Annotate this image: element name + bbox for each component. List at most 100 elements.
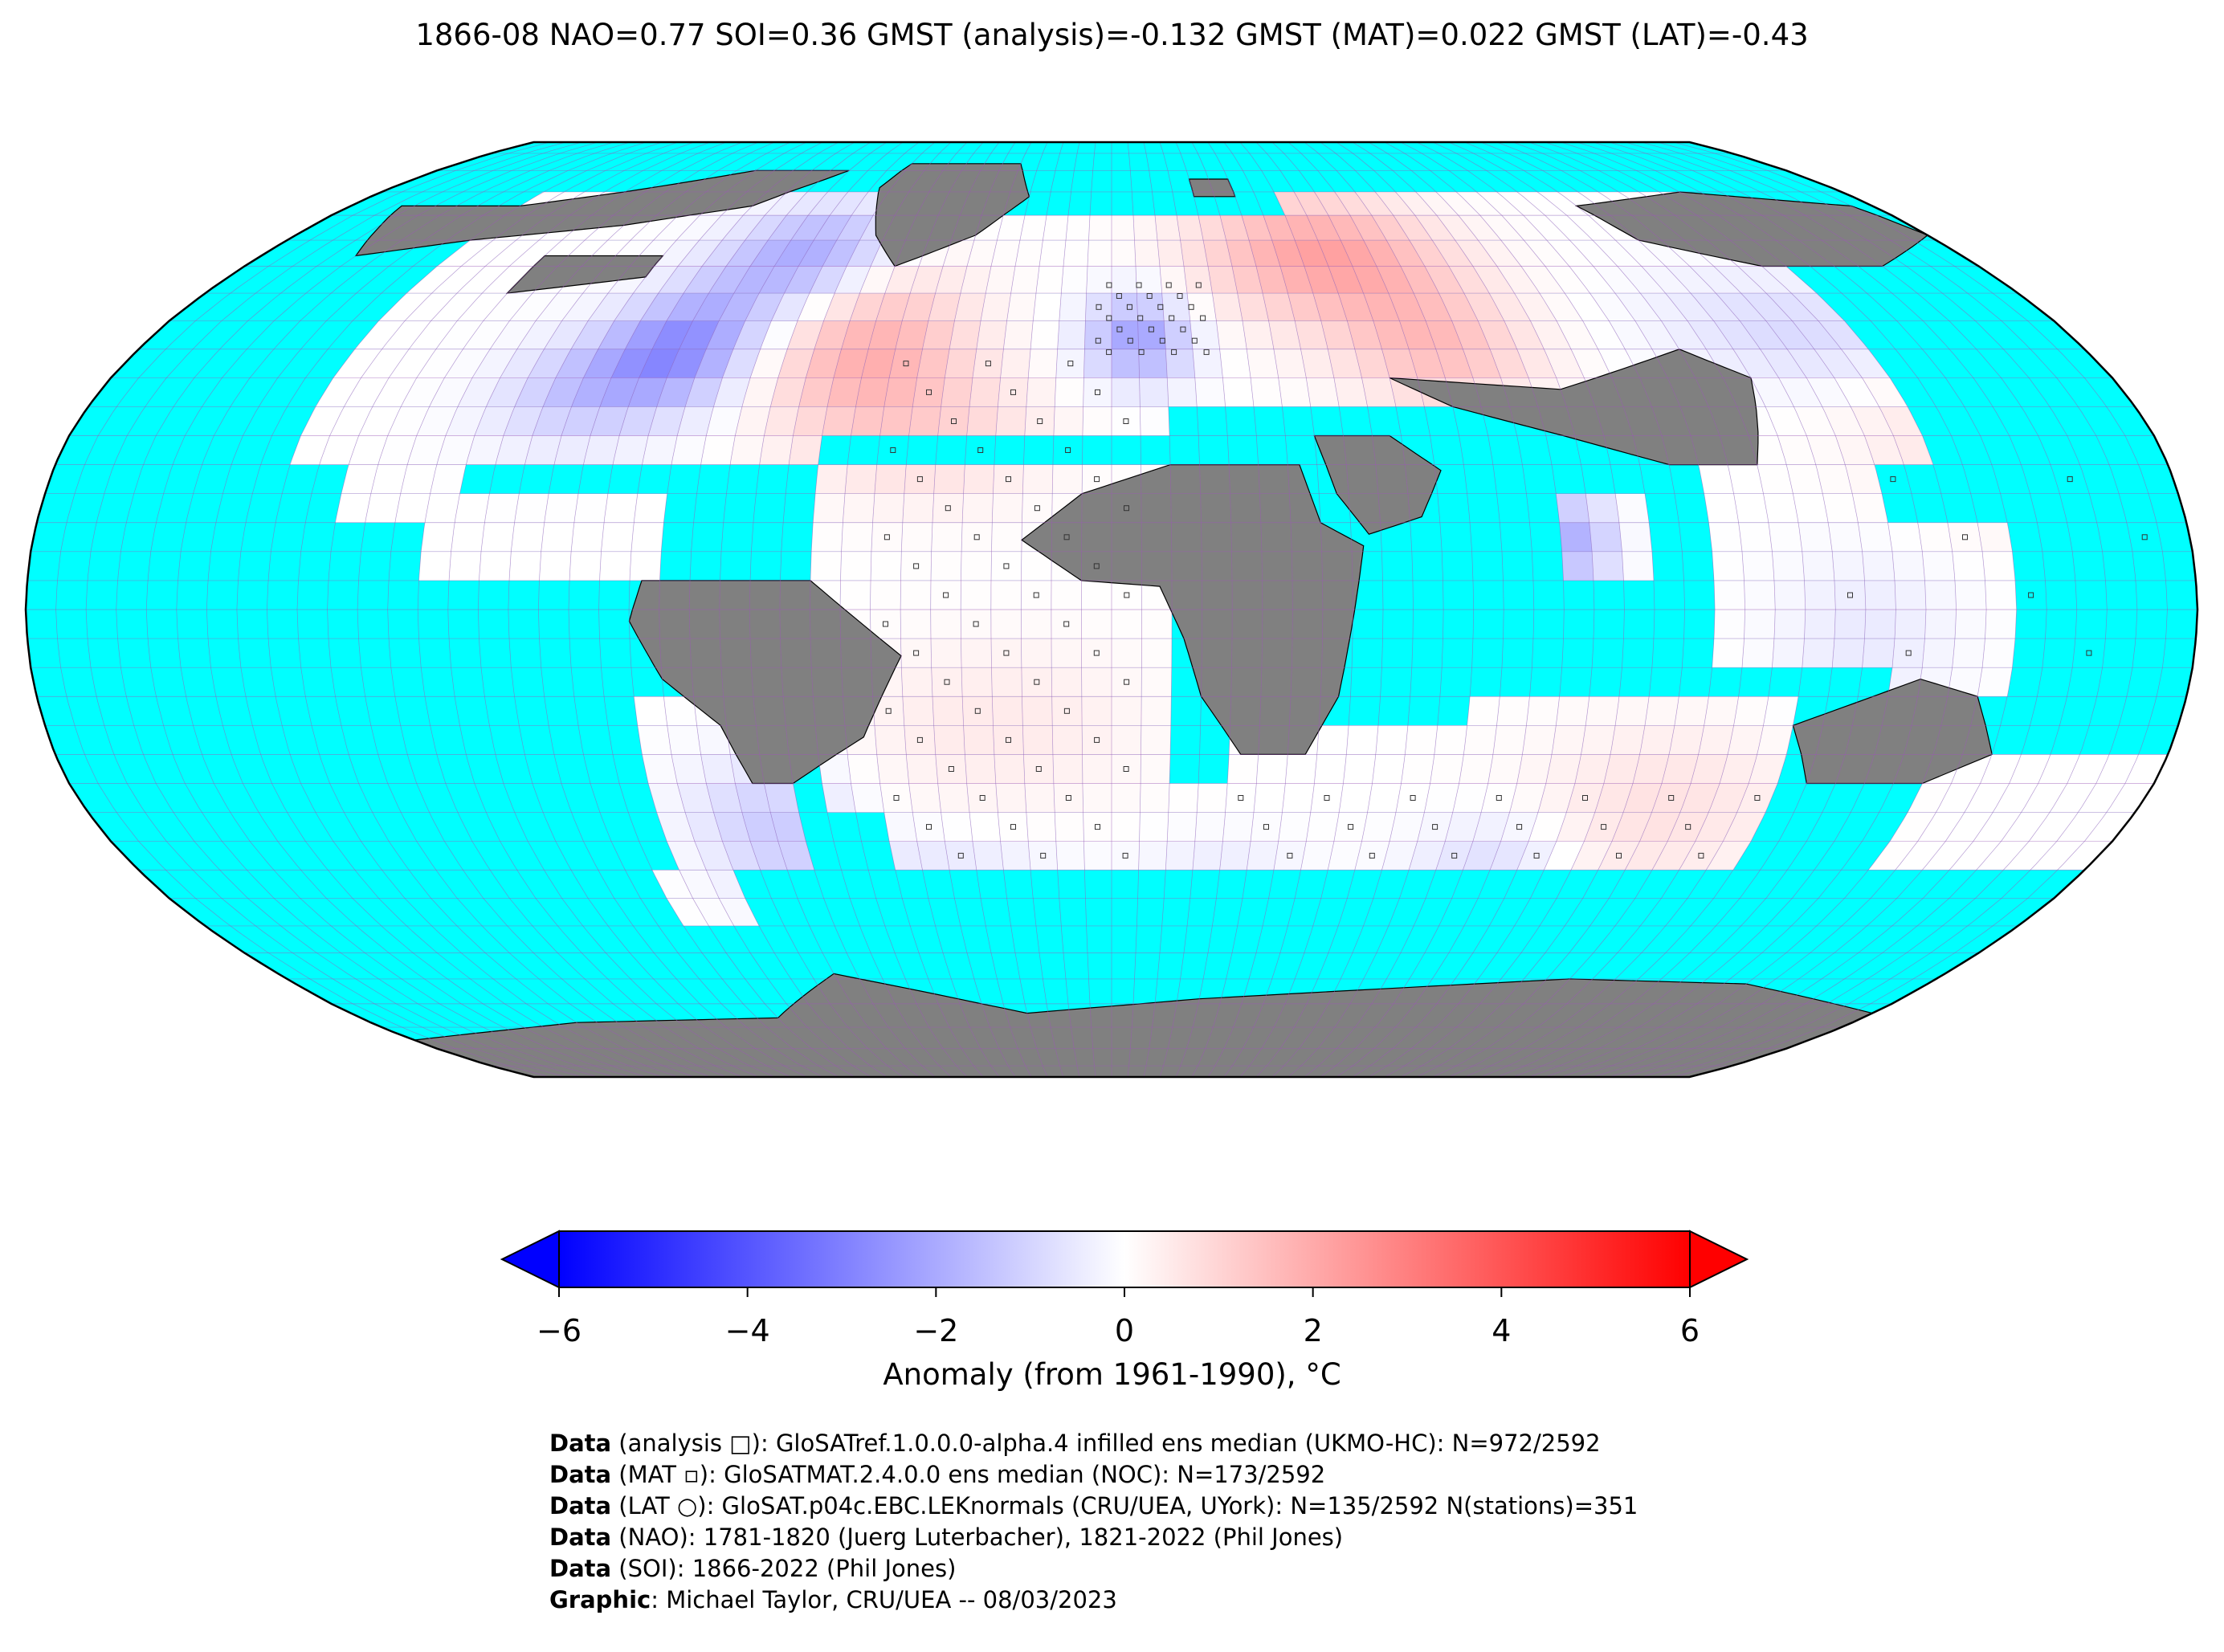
- anomaly-cell: [1793, 493, 1829, 523]
- anomaly-cell: [835, 266, 871, 294]
- anomaly-cell: [1278, 377, 1311, 407]
- anomaly-cell: [908, 783, 941, 813]
- anomaly-cell: [1141, 638, 1172, 668]
- anomaly-cell: [1749, 754, 1787, 784]
- anomaly-cell: [1818, 320, 1869, 349]
- anomaly-cell: [1083, 349, 1112, 378]
- station-marker: [1124, 505, 1129, 512]
- anomaly-cell: [900, 551, 932, 581]
- anomaly-cell: [1061, 266, 1088, 294]
- anomaly-cell: [1306, 377, 1340, 407]
- anomaly-cell: [808, 192, 848, 216]
- anomaly-cell: [1112, 293, 1138, 321]
- anomaly-cell: [735, 406, 771, 436]
- anomaly-cell: [333, 349, 382, 378]
- anomaly-cell: [822, 240, 860, 267]
- map-panel: [24, 141, 2199, 1079]
- anomaly-cell: [937, 406, 969, 436]
- anomaly-cell: [1477, 192, 1524, 216]
- anomaly-cell: [431, 266, 486, 294]
- anomaly-cell: [524, 435, 561, 465]
- anomaly-cell: [1545, 215, 1594, 241]
- anomaly-cell: [1708, 522, 1742, 552]
- anomaly-cell: [1526, 696, 1560, 726]
- station-marker: [1188, 304, 1194, 310]
- anomaly-cell: [619, 406, 657, 436]
- anomaly-cell: [765, 192, 807, 216]
- colorbar-tick-label: 4: [1492, 1313, 1511, 1348]
- anomaly-cell: [1816, 464, 1853, 494]
- anomaly-cell: [733, 266, 775, 294]
- anomaly-cell: [1706, 349, 1752, 378]
- anomaly-cell: [1051, 610, 1082, 639]
- anomaly-cell: [961, 667, 993, 697]
- anomaly-cell: [1516, 754, 1553, 784]
- anomaly-cell: [1728, 725, 1764, 755]
- anomaly-cell: [966, 783, 998, 813]
- anomaly-cell: [1177, 215, 1204, 241]
- station-marker: [893, 795, 900, 801]
- anomaly-cell: [787, 320, 824, 349]
- anomaly-cell: [451, 522, 485, 552]
- anomaly-cell: [931, 638, 962, 668]
- anomaly-cell: [719, 293, 759, 321]
- anomaly-cell: [1708, 783, 1749, 813]
- anomaly-cell: [1232, 266, 1263, 294]
- anomaly-cell: [961, 638, 992, 668]
- anomaly-cell: [684, 812, 723, 842]
- anomaly-cell: [1333, 812, 1368, 842]
- anomaly-cell: [840, 551, 871, 581]
- anomaly-cell: [1588, 215, 1639, 241]
- anomaly-cell: [961, 610, 991, 639]
- anomaly-cell: [841, 320, 876, 349]
- anomaly-cell: [1165, 349, 1195, 378]
- anomaly-cell: [544, 493, 578, 523]
- anomaly-cell: [1055, 349, 1085, 378]
- anomaly-cell: [1617, 266, 1666, 294]
- station-marker: [1096, 304, 1102, 310]
- anomaly-cell: [1396, 783, 1430, 813]
- anomaly-cell: [965, 754, 996, 784]
- robinson-map: [24, 141, 2199, 1079]
- anomaly-cell: [1065, 215, 1090, 241]
- anomaly-cell: [884, 266, 920, 294]
- anomaly-cell: [444, 349, 490, 378]
- anomaly-cell: [750, 240, 791, 267]
- anomaly-cell: [1416, 192, 1459, 216]
- anomaly-cell: [972, 841, 1004, 871]
- anomaly-cell: [933, 725, 965, 755]
- anomaly-cell: [1247, 349, 1279, 378]
- anomaly-cell: [1713, 320, 1761, 349]
- anomaly-cell: [637, 725, 671, 755]
- anomaly-cell: [823, 293, 860, 321]
- anomaly-cell: [1791, 293, 1845, 321]
- anomaly-cell: [906, 754, 938, 784]
- anomaly-cell: [677, 406, 714, 436]
- anomaly-cell: [1347, 320, 1382, 349]
- anomaly-cell: [509, 240, 562, 267]
- station-marker: [1263, 824, 1269, 830]
- anomaly-cell: [1000, 841, 1030, 871]
- anomaly-cell: [1112, 377, 1141, 407]
- anomaly-cell: [941, 812, 973, 842]
- anomaly-cell: [598, 320, 641, 349]
- anomaly-cell: [1251, 377, 1283, 407]
- anomaly-cell: [1720, 754, 1757, 784]
- anomaly-cell: [648, 406, 685, 436]
- anomaly-cell: [759, 435, 794, 465]
- anomaly-cell: [1516, 349, 1557, 378]
- anomaly-cell: [1689, 266, 1741, 294]
- anomaly-cell: [2003, 841, 2057, 871]
- anomaly-cell: [992, 696, 1023, 726]
- anomaly-cell: [1834, 377, 1879, 407]
- anomaly-cell: [937, 783, 969, 813]
- anomaly-cell: [879, 406, 913, 436]
- anomaly-cell: [1977, 667, 2013, 697]
- anomaly-cell: [1295, 240, 1328, 267]
- anomaly-cell: [651, 870, 693, 899]
- anomaly-cell: [1893, 435, 1934, 465]
- anomaly-cell: [1834, 580, 1866, 610]
- anomaly-cell: [658, 266, 703, 294]
- anomaly-cell: [1895, 580, 1926, 610]
- anomaly-cell: [2001, 812, 2051, 842]
